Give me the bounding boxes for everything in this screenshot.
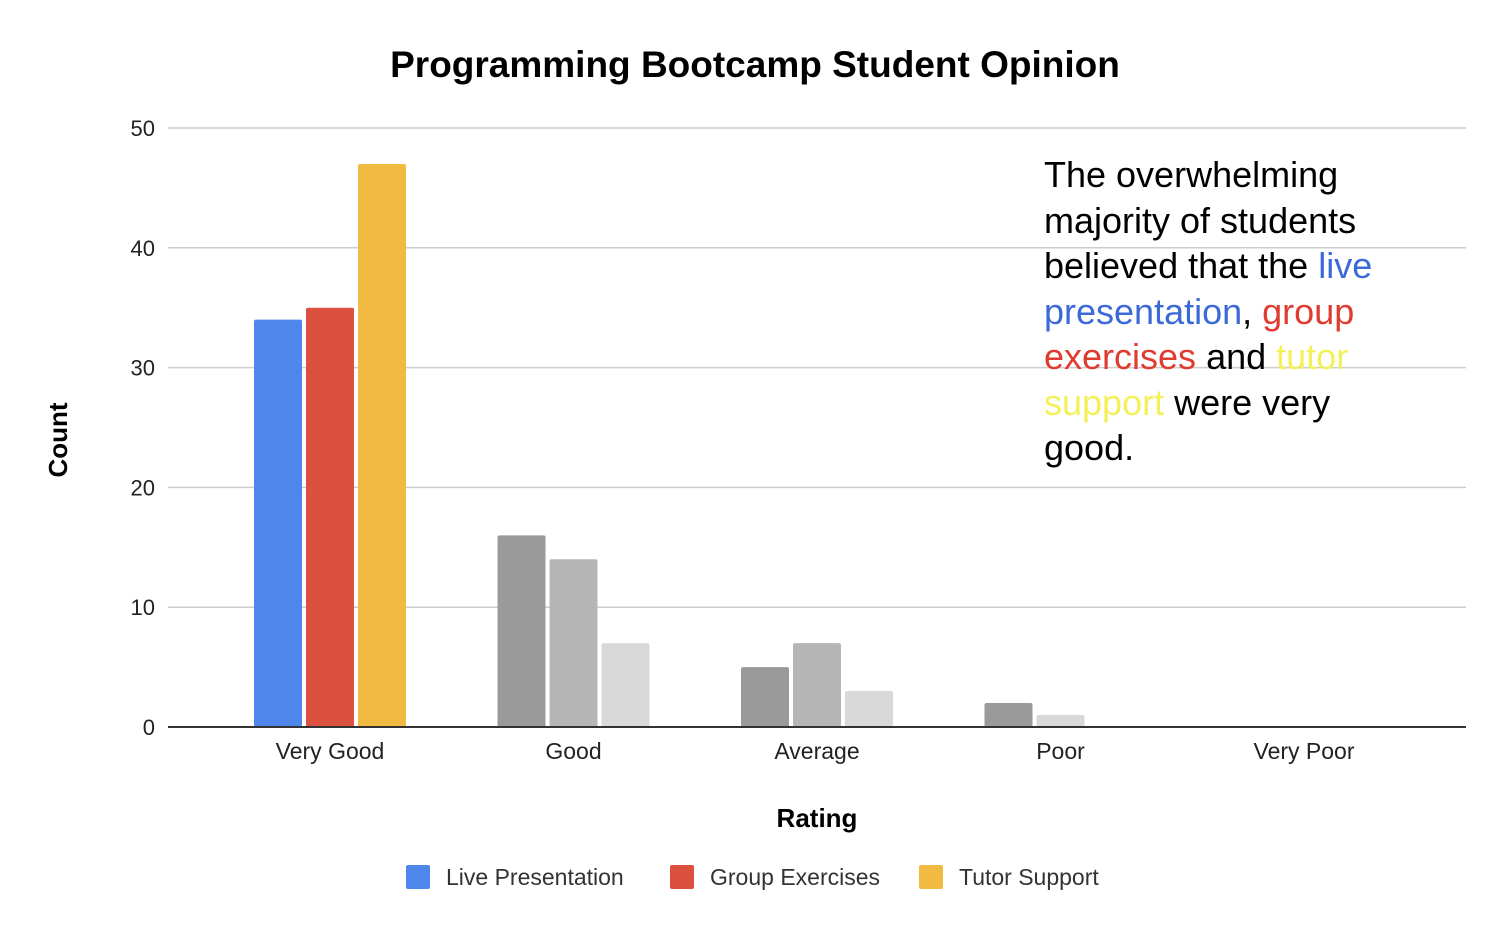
- annotation-text-part: tutor support: [1044, 336, 1349, 423]
- legend-label: Live Presentation: [446, 863, 624, 890]
- x-axis-ticks: Very Good Good Average Poor Very Poor: [276, 738, 1355, 764]
- bar-poor-tutor-support: [1036, 715, 1085, 727]
- y-tick-label: 30: [131, 356, 155, 381]
- legend-label: Tutor Support: [959, 863, 1099, 890]
- bar-average-tutor-support: [845, 691, 893, 727]
- y-tick-label: 40: [131, 236, 155, 261]
- y-tick-label: 0: [143, 715, 155, 740]
- chart-title: Programming Bootcamp Student Opinion: [390, 44, 1120, 85]
- bar-poor-live-presentation: [984, 703, 1033, 727]
- annotation-text-part: The overwhelming majority of students be…: [1044, 154, 1357, 286]
- annotation-text-part: group exercises: [1044, 290, 1355, 378]
- bar-very-good-group-exercises: [306, 307, 354, 727]
- legend-item: Group Exercises: [670, 862, 880, 892]
- bar-good-tutor-support: [601, 643, 650, 727]
- annotation-text-part: ,: [1242, 290, 1263, 332]
- legend-item: Live Presentation: [406, 862, 624, 892]
- x-axis-label: Rating: [777, 803, 858, 833]
- x-tick-label: Good: [545, 738, 601, 764]
- annotation-text-part: were very good.: [1044, 381, 1331, 469]
- legend-swatch: [919, 865, 943, 889]
- x-tick-label: Poor: [1036, 738, 1085, 764]
- bar-average-group-exercises: [793, 643, 841, 727]
- x-tick-label: Very Good: [276, 738, 385, 764]
- bar-very-good-tutor-support: [358, 163, 406, 727]
- bars: [254, 163, 1085, 727]
- y-axis-ticks: 0 10 20 30 40 50: [131, 116, 155, 740]
- annotation-text-part: live presentation: [1044, 245, 1373, 332]
- y-tick-label: 20: [131, 475, 155, 500]
- legend-item: Tutor Support: [919, 862, 1099, 892]
- legend-label: Group Exercises: [710, 863, 881, 890]
- chart-legend: Live Presentation Group Exercises Tutor Su…: [0, 862, 1510, 892]
- y-axis-label: Count: [43, 402, 73, 477]
- bar-good-group-exercises: [549, 559, 598, 727]
- y-tick-label: 50: [131, 116, 155, 141]
- annotation-text-part: and: [1196, 336, 1277, 377]
- y-tick-label: 10: [131, 595, 155, 620]
- bar-very-good-live-presentation: [254, 319, 302, 727]
- bar-average-live-presentation: [741, 667, 789, 727]
- bar-good-live-presentation: [497, 535, 546, 727]
- legend-swatch: [670, 865, 694, 889]
- legend-swatch: [406, 865, 430, 889]
- x-tick-label: Very Poor: [1254, 738, 1355, 764]
- x-tick-label: Average: [774, 738, 859, 764]
- chart-annotation: The overwhelming majority of students be…: [1044, 152, 1404, 471]
